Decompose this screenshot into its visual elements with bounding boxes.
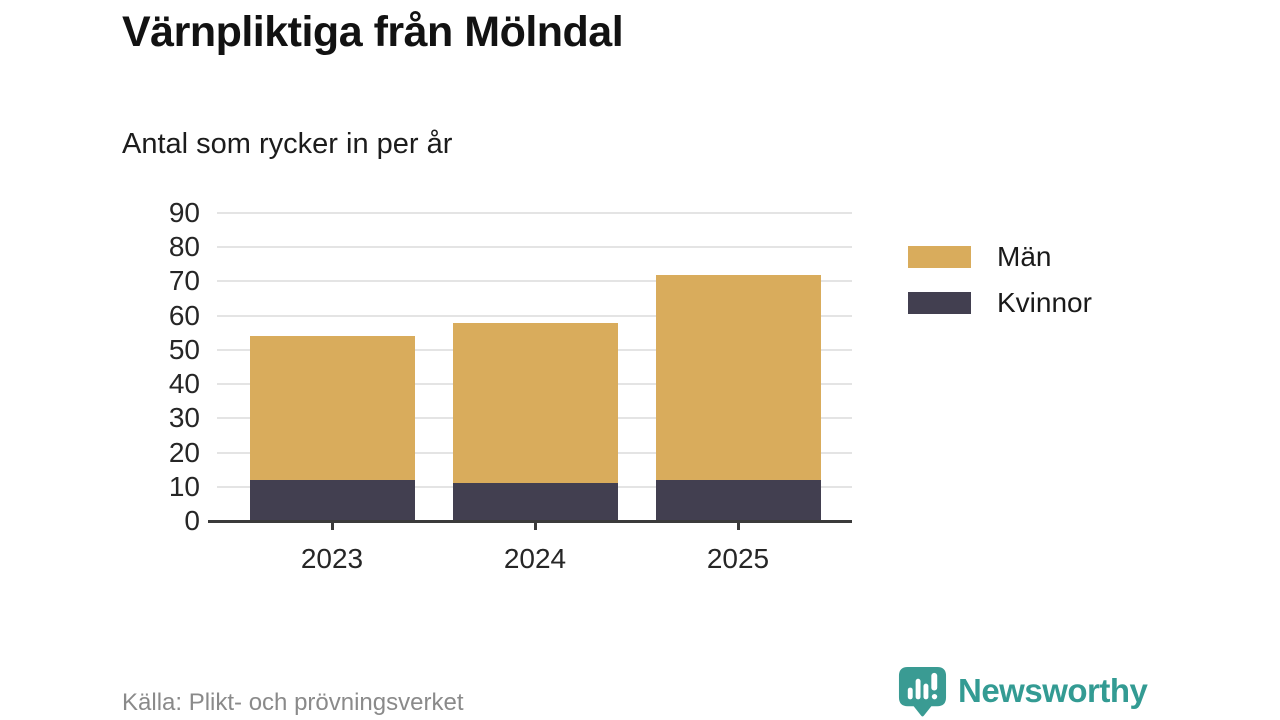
bar-2025-kvinnor bbox=[655, 479, 821, 521]
legend-label-men: Män bbox=[997, 241, 1052, 272]
x-tick-2025 bbox=[737, 522, 740, 530]
y-axis-label-0: 0 bbox=[184, 505, 200, 536]
bar-2025-män bbox=[655, 274, 821, 480]
y-axis-label-50: 50 bbox=[168, 333, 200, 365]
y-axis-label-10: 10 bbox=[168, 470, 200, 502]
brand-logo: Newsworthy bbox=[897, 665, 1148, 718]
x-axis-line bbox=[208, 520, 852, 523]
y-axis-label-40: 40 bbox=[168, 368, 200, 400]
y-axis-label-70: 70 bbox=[168, 265, 200, 297]
x-axis-label-2023: 2023 bbox=[300, 543, 364, 574]
gridline-y90 bbox=[217, 212, 852, 215]
legend-swatch-men bbox=[908, 246, 971, 268]
y-axis-label-80: 80 bbox=[168, 231, 200, 263]
legend-label-women: Kvinnor bbox=[997, 287, 1092, 318]
bar-2024-män bbox=[452, 322, 618, 484]
brand-name: Newsworthy bbox=[958, 671, 1148, 709]
chart-subtitle: Antal som rycker in per år bbox=[122, 128, 453, 160]
x-tick-2023 bbox=[331, 522, 334, 530]
legend-item-women: Kvinnor bbox=[908, 287, 1092, 318]
y-axis-label-20: 20 bbox=[168, 436, 200, 468]
chart-legend: Män Kvinnor bbox=[908, 241, 1092, 338]
x-tick-2024 bbox=[534, 522, 537, 530]
y-axis-label-30: 30 bbox=[168, 402, 200, 434]
bar-2024-kvinnor bbox=[452, 483, 618, 521]
legend-item-men: Män bbox=[908, 241, 1092, 272]
gridline-y80 bbox=[217, 246, 852, 249]
x-axis-label-2025: 2025 bbox=[706, 543, 770, 574]
legend-swatch-women bbox=[908, 292, 971, 314]
gridline-y70 bbox=[217, 280, 852, 283]
gridline-y60 bbox=[217, 314, 852, 317]
y-axis-label-60: 60 bbox=[168, 299, 200, 331]
bar-2023-kvinnor bbox=[249, 479, 415, 521]
bar-chart-speech-bubble-icon bbox=[898, 666, 947, 717]
page-title: Värnpliktiga från Mölndal bbox=[122, 8, 624, 56]
bar-2023-män bbox=[249, 336, 415, 480]
source-note: Källa: Plikt- och prövningsverket bbox=[122, 689, 464, 716]
y-axis-label-90: 90 bbox=[168, 197, 200, 229]
x-axis-label-2024: 2024 bbox=[503, 543, 567, 574]
